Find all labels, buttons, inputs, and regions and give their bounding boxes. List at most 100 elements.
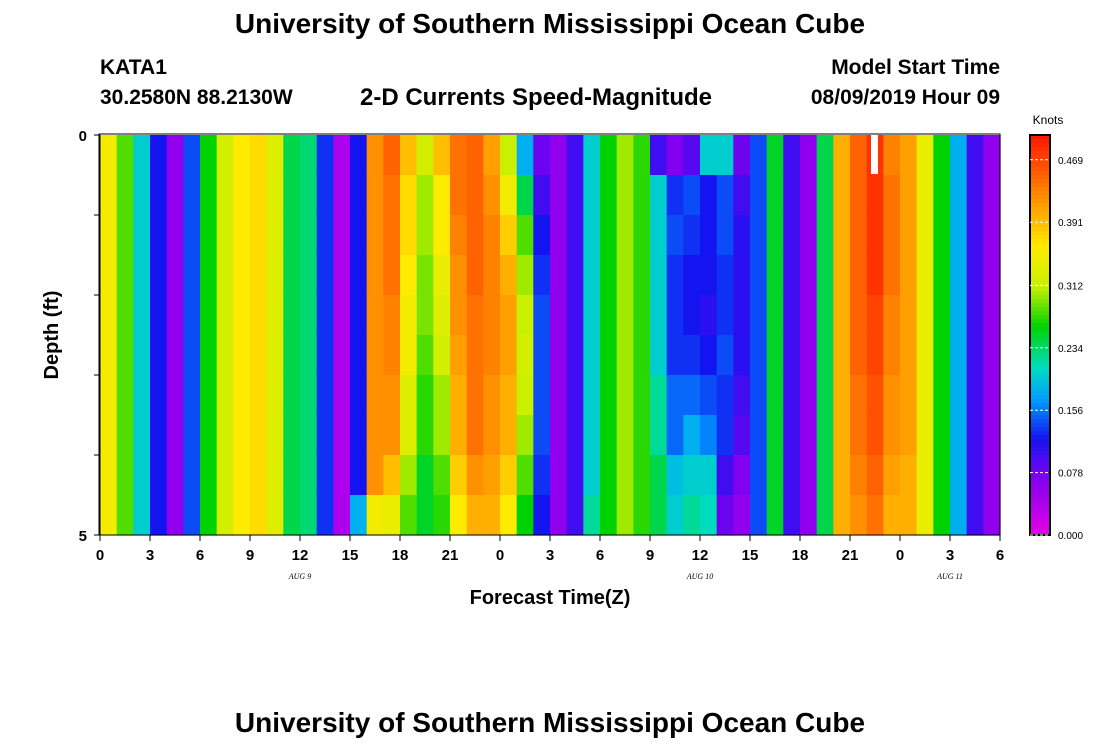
colorbar-swatch [1030,195,1050,200]
heatmap-cell [983,295,1001,336]
heatmap-cell [600,215,618,256]
heatmap-cell [983,215,1001,256]
heatmap-cell [966,335,984,376]
model-start-time: 08/09/2019 Hour 09 [810,86,1000,109]
heatmap-cell [133,335,151,376]
heatmap-cell [650,295,668,336]
x-tick-label: 18 [392,547,409,564]
heatmap-cell [833,375,851,416]
heatmap-cell [966,375,984,416]
heatmap-cell [316,215,334,256]
heatmap-cell [483,215,501,256]
heatmap-cell [150,375,168,416]
heatmap-cell [116,495,134,536]
heatmap-cell [750,215,768,256]
colorbar-swatch [1030,335,1050,340]
heatmap-cell [533,295,551,336]
heatmap-cell [566,495,584,536]
heatmap-cell [350,295,368,336]
heatmap-cell [333,415,351,456]
heatmap-cell [433,175,451,216]
heatmap-cell [383,135,401,176]
heatmap-cell [100,215,118,256]
station-coordinates: 30.2580N 88.2130W [100,86,293,109]
heatmap-cell [600,295,618,336]
heatmap-cell [716,375,734,416]
heatmap-cell [966,455,984,496]
heatmap-cell [166,415,184,456]
heatmap-cell [500,175,518,216]
colorbar-tick-label: 0.312 [1058,281,1083,292]
heatmap-cell [116,135,134,176]
heatmap-cells [100,135,1001,536]
heatmap-cell [983,455,1001,496]
colorbar-swatch [1030,487,1050,492]
heatmap-cell [216,215,234,256]
heatmap-cell [333,455,351,496]
heatmap-cell [916,375,934,416]
heatmap-cell [566,335,584,376]
heatmap-cell [233,415,251,456]
heatmap-cell [733,175,751,216]
heatmap-cell [916,215,934,256]
heatmap-cell [366,415,384,456]
heatmap-cell [966,255,984,296]
heatmap-cell [233,335,251,376]
heatmap-cell [183,455,201,496]
x-tick-label: 3 [946,547,954,564]
colorbar-swatch [1030,507,1050,512]
heatmap-cell [866,495,884,536]
colorbar-swatch [1030,271,1050,276]
colorbar-swatch [1030,191,1050,196]
heatmap-cell [566,135,584,176]
heatmap-cell [766,415,784,456]
heatmap-cell [850,215,868,256]
heatmap-cell [416,135,434,176]
y-axis: 05 [79,128,101,545]
heatmap-cell [150,215,168,256]
heatmap-cell [133,255,151,296]
heatmap-cell [733,415,751,456]
heatmap-cell [316,415,334,456]
heatmap-cell [416,215,434,256]
heatmap-cell [400,375,418,416]
heatmap-cell [300,175,318,216]
colorbar-swatch [1030,135,1050,140]
heatmap-cell [666,495,684,536]
heatmap-cell [600,415,618,456]
heatmap-cell [533,415,551,456]
heatmap-cell [416,295,434,336]
heatmap-cell [800,215,818,256]
heatmap-cell [433,215,451,256]
heatmap-cell [716,335,734,376]
heatmap-cell [450,175,468,216]
colorbar-swatch [1030,415,1050,420]
heatmap-cell [816,215,834,256]
heatmap-cell [816,295,834,336]
heatmap-cell [933,455,951,496]
date-label: AUG 11 [936,572,963,581]
heatmap-cell [900,375,918,416]
colorbar-swatch [1030,343,1050,348]
colorbar-swatch [1030,235,1050,240]
heatmap-cell [100,135,118,176]
colorbar-swatch [1030,263,1050,268]
heatmap-cell [383,255,401,296]
colorbar-swatch [1030,523,1050,528]
colorbar-swatch [1030,139,1050,144]
heatmap-cell [216,135,234,176]
heatmap-cell [650,335,668,376]
heatmap-cell [800,175,818,216]
heatmap-cell [850,135,868,176]
heatmap-cell [816,335,834,376]
heatmap-cell [833,175,851,216]
heatmap-cell [283,295,301,336]
heatmap-cell [333,175,351,216]
heatmap-cell [283,255,301,296]
heatmap-cell [933,135,951,176]
heatmap-cell [366,175,384,216]
heatmap-cell [950,455,968,496]
heatmap-cell [766,495,784,536]
heatmap-cell [266,455,284,496]
heatmap-cell [833,255,851,296]
